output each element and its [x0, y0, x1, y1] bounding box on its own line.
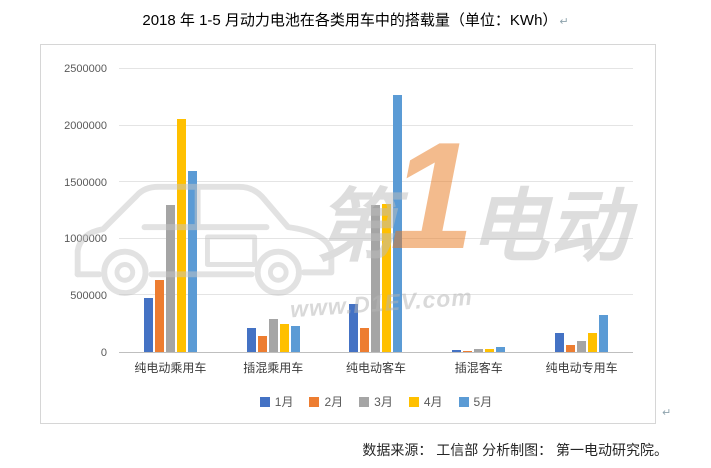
bar-3月-插混乘用车	[268, 319, 278, 352]
bar-4月-纯电动客车	[382, 203, 392, 352]
y-tick-label: 1500000	[64, 176, 107, 189]
chart-title: 2018 年 1-5 月动力电池在各类用车中的搭载量（单位：KWh） ↵	[0, 9, 711, 30]
x-category-label: 插混乘用车	[243, 361, 304, 375]
x-category-label: 纯电动专用车	[545, 361, 618, 375]
bar-3月-插混客车	[474, 348, 484, 352]
bar-3月-纯电动客车	[371, 204, 381, 352]
bar-group	[530, 69, 633, 352]
bar-2月-纯电动客车	[360, 327, 370, 352]
legend-label: 2月	[324, 395, 344, 409]
legend-item-5月: 5月	[458, 393, 493, 410]
y-tick-label: 2000000	[64, 119, 107, 132]
bar-group	[427, 69, 530, 352]
y-tick-label: 0	[100, 347, 107, 359]
bar-group	[325, 69, 428, 352]
bar-1月-纯电动客车	[349, 304, 359, 352]
legend-label: 3月	[374, 395, 393, 409]
legend: 1月 2月 3月 4月 5月	[119, 393, 633, 410]
bar-4月-纯电动专用车	[588, 332, 598, 352]
x-category-label: 纯电动乘用车	[134, 361, 207, 375]
legend-swatch	[458, 396, 469, 407]
bar-3月-纯电动专用车	[577, 340, 587, 352]
bars-layer	[119, 69, 633, 352]
bar-5月-纯电动乘用车	[187, 170, 197, 352]
bar-5月-纯电动客车	[393, 95, 403, 352]
legend-swatch	[359, 396, 370, 407]
bar-5月-插混乘用车	[290, 325, 300, 352]
gridline	[119, 181, 633, 183]
bar-2月-插混客车	[463, 350, 473, 352]
chart-title-text: 2018 年 1-5 月动力电池在各类用车中的搭载量（单位：KWh）	[142, 12, 558, 29]
legend-swatch	[259, 396, 270, 407]
legend-item-3月: 3月	[359, 393, 393, 410]
legend-swatch	[408, 396, 419, 407]
y-tick-label: 1000000	[64, 233, 107, 246]
legend-item-2月: 2月	[309, 393, 343, 410]
legend-swatch	[309, 396, 320, 407]
legend-item-4月: 4月	[408, 393, 443, 410]
y-axis: 0 500000 1000000 1500000 2000000 2500000	[41, 63, 113, 359]
y-tick-label: 500000	[70, 290, 107, 303]
plot-area	[119, 68, 633, 353]
bar-1月-纯电动乘用车	[143, 297, 153, 352]
bar-1月-插混客车	[452, 349, 462, 352]
bar-5月-纯电动专用车	[599, 314, 609, 352]
bar-2月-纯电动乘用车	[154, 279, 164, 352]
gridline	[119, 68, 633, 69]
bar-2月-插混乘用车	[257, 335, 267, 352]
chart-area: 0 500000 1000000 1500000 2000000 2500000 纯电动乘…	[40, 44, 656, 424]
bar-group	[222, 69, 325, 352]
data-source-note: 数据来源： 工信部 分析制图： 第一电动研究院。	[362, 442, 668, 458]
x-category-label: 纯电动客车	[345, 361, 406, 375]
bar-4月-插混客车	[485, 348, 495, 352]
bar-2月-纯电动专用车	[566, 345, 576, 352]
bar-4月-纯电动乘用车	[176, 118, 186, 352]
legend-label: 1月	[274, 395, 294, 409]
x-category-label: 插混客车	[454, 361, 503, 375]
x-axis-labels: 纯电动乘用车 插混乘用车 纯电动客车 插混客车 纯电动专用车	[119, 359, 633, 376]
legend-label: 5月	[473, 395, 493, 409]
bar-4月-插混乘用车	[279, 323, 289, 352]
paragraph-mark-icon: ↵	[559, 16, 569, 28]
bar-group	[119, 69, 222, 352]
bar-1月-插混乘用车	[246, 327, 256, 352]
bar-5月-插混客车	[496, 346, 506, 352]
legend-label: 4月	[423, 395, 443, 409]
bar-3月-纯电动乘用车	[165, 204, 175, 352]
legend-item-1月: 1月	[259, 393, 294, 410]
bar-1月-纯电动专用车	[555, 332, 565, 352]
gridline	[119, 124, 633, 126]
paragraph-mark-icon: ↵	[662, 407, 672, 419]
y-tick-label: 2500000	[64, 63, 107, 75]
